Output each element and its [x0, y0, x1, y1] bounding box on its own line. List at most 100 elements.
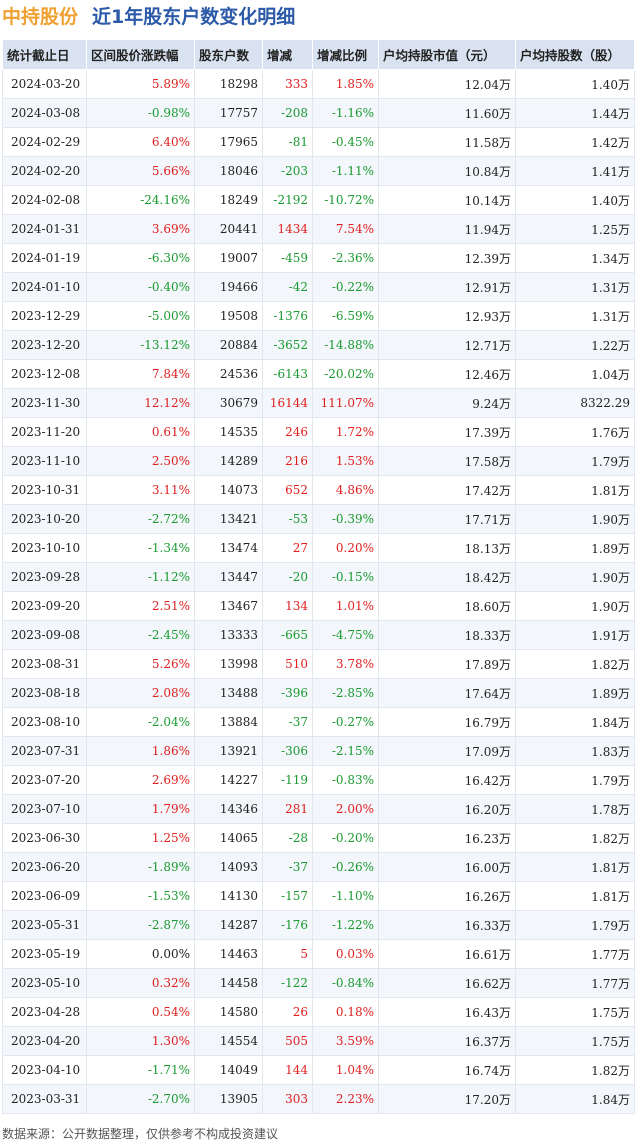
date-cell: 2023-04-28	[2, 997, 87, 1027]
date-cell: 2023-12-20	[2, 330, 87, 360]
table-row: 2023-08-31 5.26% 13998 510 3.78% 17.89万 1.82万	[2, 649, 635, 679]
data-source-note: 数据来源：公开数据整理，仅供参考不构成投资建议	[2, 1127, 279, 1141]
change-cell: -2192	[262, 185, 313, 215]
holders-cell: 19466	[194, 272, 263, 302]
price-change-cell: -6.30%	[86, 243, 195, 273]
holders-cell: 13467	[194, 591, 263, 621]
column-header-avg-shares: 户均持股数（股）	[515, 39, 635, 70]
avg-shares-cell: 1.84万	[515, 1084, 635, 1114]
change-cell: -119	[262, 765, 313, 795]
avg-shares-cell: 1.90万	[515, 591, 635, 621]
change-cell: -42	[262, 272, 313, 302]
avg-value-cell: 16.00万	[378, 852, 516, 882]
change-ratio-cell: 4.86%	[312, 475, 379, 505]
avg-shares-cell: 1.89万	[515, 533, 635, 563]
date-cell: 2023-07-20	[2, 765, 87, 795]
avg-value-cell: 10.14万	[378, 185, 516, 215]
change-cell: 333	[262, 69, 313, 99]
change-ratio-cell: 7.54%	[312, 214, 379, 244]
date-cell: 2024-02-29	[2, 127, 87, 157]
table-row: 2023-09-28 -1.12% 13447 -20 -0.15% 18.42万 1.90…	[2, 562, 635, 592]
holders-cell: 13921	[194, 736, 263, 766]
table-row: 2023-10-10 -1.34% 13474 27 0.20% 18.13万 1.89万	[2, 533, 635, 563]
price-change-cell: 5.66%	[86, 156, 195, 186]
column-header-change: 增减	[262, 39, 313, 70]
avg-value-cell: 16.79万	[378, 707, 516, 737]
date-cell: 2023-07-31	[2, 736, 87, 766]
avg-value-cell: 16.20万	[378, 794, 516, 824]
price-change-cell: 3.11%	[86, 475, 195, 505]
change-ratio-cell: -2.15%	[312, 736, 379, 766]
date-cell: 2023-05-19	[2, 939, 87, 969]
price-change-cell: 12.12%	[86, 388, 195, 418]
avg-value-cell: 12.93万	[378, 301, 516, 331]
table-row: 2023-11-10 2.50% 14289 216 1.53% 17.58万 1.79万	[2, 446, 635, 476]
table-row: 2023-07-20 2.69% 14227 -119 -0.83% 16.42万 1.79…	[2, 765, 635, 795]
avg-value-cell: 17.64万	[378, 678, 516, 708]
avg-shares-cell: 1.79万	[515, 765, 635, 795]
avg-value-cell: 17.58万	[378, 446, 516, 476]
avg-shares-cell: 1.78万	[515, 794, 635, 824]
price-change-cell: 1.25%	[86, 823, 195, 853]
change-cell: -37	[262, 707, 313, 737]
table-row: 2023-08-10 -2.04% 13884 -37 -0.27% 16.79万 1.84…	[2, 707, 635, 737]
change-ratio-cell: -20.02%	[312, 359, 379, 389]
holders-cell: 14554	[194, 1026, 263, 1056]
table-row: 2023-06-30 1.25% 14065 -28 -0.20% 16.23万 1.82万	[2, 823, 635, 853]
change-cell: 27	[262, 533, 313, 563]
price-change-cell: 2.51%	[86, 591, 195, 621]
table-row: 2023-10-20 -2.72% 13421 -53 -0.39% 17.71万 1.90…	[2, 504, 635, 534]
date-cell: 2023-09-20	[2, 591, 87, 621]
price-change-cell: 5.26%	[86, 649, 195, 679]
avg-value-cell: 10.84万	[378, 156, 516, 186]
table-body: 2024-03-20 5.89% 18298 333 1.85% 12.04万 1.40万 2…	[2, 69, 635, 1114]
date-cell: 2023-04-10	[2, 1055, 87, 1085]
change-cell: -28	[262, 823, 313, 853]
holders-cell: 13998	[194, 649, 263, 679]
holders-cell: 14093	[194, 852, 263, 882]
avg-value-cell: 12.39万	[378, 243, 516, 273]
table-row: 2023-04-20 1.30% 14554 505 3.59% 16.37万 1.75万	[2, 1026, 635, 1056]
change-cell: 652	[262, 475, 313, 505]
avg-shares-cell: 1.90万	[515, 562, 635, 592]
avg-shares-cell: 1.81万	[515, 881, 635, 911]
avg-shares-cell: 1.44万	[515, 98, 635, 128]
price-change-cell: -2.04%	[86, 707, 195, 737]
table-row: 2024-01-31 3.69% 20441 1434 7.54% 11.94万 1.25万	[2, 214, 635, 244]
avg-shares-cell: 1.40万	[515, 185, 635, 215]
avg-shares-cell: 1.76万	[515, 417, 635, 447]
change-ratio-cell: -14.88%	[312, 330, 379, 360]
table-row: 2023-05-19 0.00% 14463 5 0.03% 16.61万 1.77万	[2, 939, 635, 969]
change-cell: 510	[262, 649, 313, 679]
price-change-cell: -2.87%	[86, 910, 195, 940]
company-name: 中持股份	[2, 6, 79, 28]
avg-shares-cell: 1.25万	[515, 214, 635, 244]
change-cell: 216	[262, 446, 313, 476]
table-row: 2023-10-31 3.11% 14073 652 4.86% 17.42万 1.81万	[2, 475, 635, 505]
price-change-cell: -1.12%	[86, 562, 195, 592]
avg-shares-cell: 1.89万	[515, 678, 635, 708]
avg-shares-cell: 1.77万	[515, 939, 635, 969]
avg-shares-cell: 1.34万	[515, 243, 635, 273]
price-change-cell: 2.50%	[86, 446, 195, 476]
date-cell: 2023-09-28	[2, 562, 87, 592]
table-row: 2023-06-20 -1.89% 14093 -37 -0.26% 16.00万 1.81…	[2, 852, 635, 882]
avg-value-cell: 16.43万	[378, 997, 516, 1027]
change-cell: -208	[262, 98, 313, 128]
avg-shares-cell: 1.83万	[515, 736, 635, 766]
avg-shares-cell: 1.22万	[515, 330, 635, 360]
change-cell: -1376	[262, 301, 313, 331]
table-row: 2023-12-29 -5.00% 19508 -1376 -6.59% 12.93万 1.…	[2, 301, 635, 331]
change-ratio-cell: -0.83%	[312, 765, 379, 795]
avg-shares-cell: 1.31万	[515, 272, 635, 302]
column-header-date: 统计截止日	[2, 39, 87, 70]
avg-value-cell: 12.91万	[378, 272, 516, 302]
avg-value-cell: 16.33万	[378, 910, 516, 940]
avg-shares-cell: 1.42万	[515, 127, 635, 157]
change-ratio-cell: 3.59%	[312, 1026, 379, 1056]
change-ratio-cell: -0.45%	[312, 127, 379, 157]
date-cell: 2023-10-31	[2, 475, 87, 505]
date-cell: 2023-08-18	[2, 678, 87, 708]
change-ratio-cell: 1.01%	[312, 591, 379, 621]
change-ratio-cell: -10.72%	[312, 185, 379, 215]
